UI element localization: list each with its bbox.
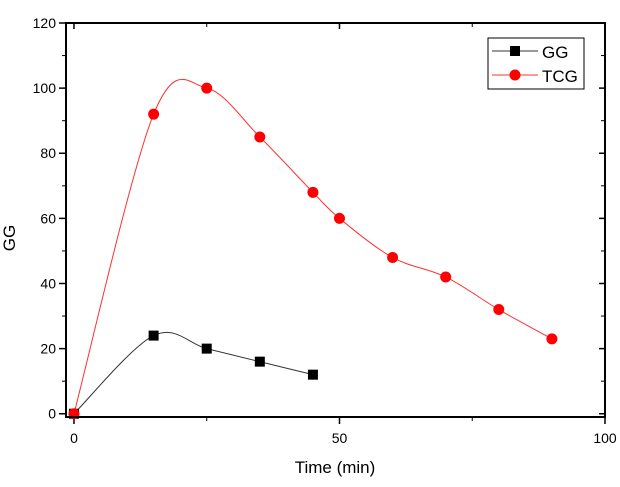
y-axis-label: GG (0, 225, 19, 251)
y-tick-label: 40 (40, 275, 56, 291)
data-point-tcg (440, 271, 452, 283)
x-tick-label: 100 (593, 430, 617, 446)
series-line-tcg (73, 78, 553, 414)
y-tick-label: 100 (33, 80, 57, 96)
y-tick-label: 0 (48, 406, 56, 422)
series-layer (68, 78, 558, 420)
data-point-gg (307, 369, 318, 380)
data-point-gg (201, 343, 212, 354)
legend-marker-tcg (509, 69, 521, 81)
axes: 0 50 100 0 20 40 60 80 100 120 (33, 15, 617, 446)
data-point-tcg (254, 131, 266, 143)
x-tick-label: 0 (70, 430, 78, 446)
data-point-tcg (333, 212, 345, 224)
plot-frame (65, 22, 606, 418)
data-point-tcg (387, 251, 399, 263)
series-line-gg (73, 331, 314, 415)
data-point-gg (254, 356, 265, 367)
data-point-tcg (307, 186, 319, 198)
legend: GG TCG (487, 37, 585, 90)
data-point-tcg (493, 304, 505, 316)
legend-marker-gg (510, 46, 520, 56)
y-tick-label: 80 (40, 145, 56, 161)
x-tick-label: 50 (332, 430, 348, 446)
data-point-tcg (201, 82, 213, 94)
y-tick-label: 20 (40, 341, 56, 357)
data-point-tcg (148, 108, 160, 120)
legend-label-gg: GG (542, 43, 568, 62)
data-point-tcg (546, 333, 558, 345)
y-tick-label: 60 (40, 210, 56, 226)
data-point-gg (148, 330, 159, 341)
x-axis-label: Time (min) (295, 458, 376, 477)
legend-box (487, 37, 585, 90)
y-tick-label: 120 (33, 15, 57, 31)
legend-label-tcg: TCG (542, 67, 578, 86)
